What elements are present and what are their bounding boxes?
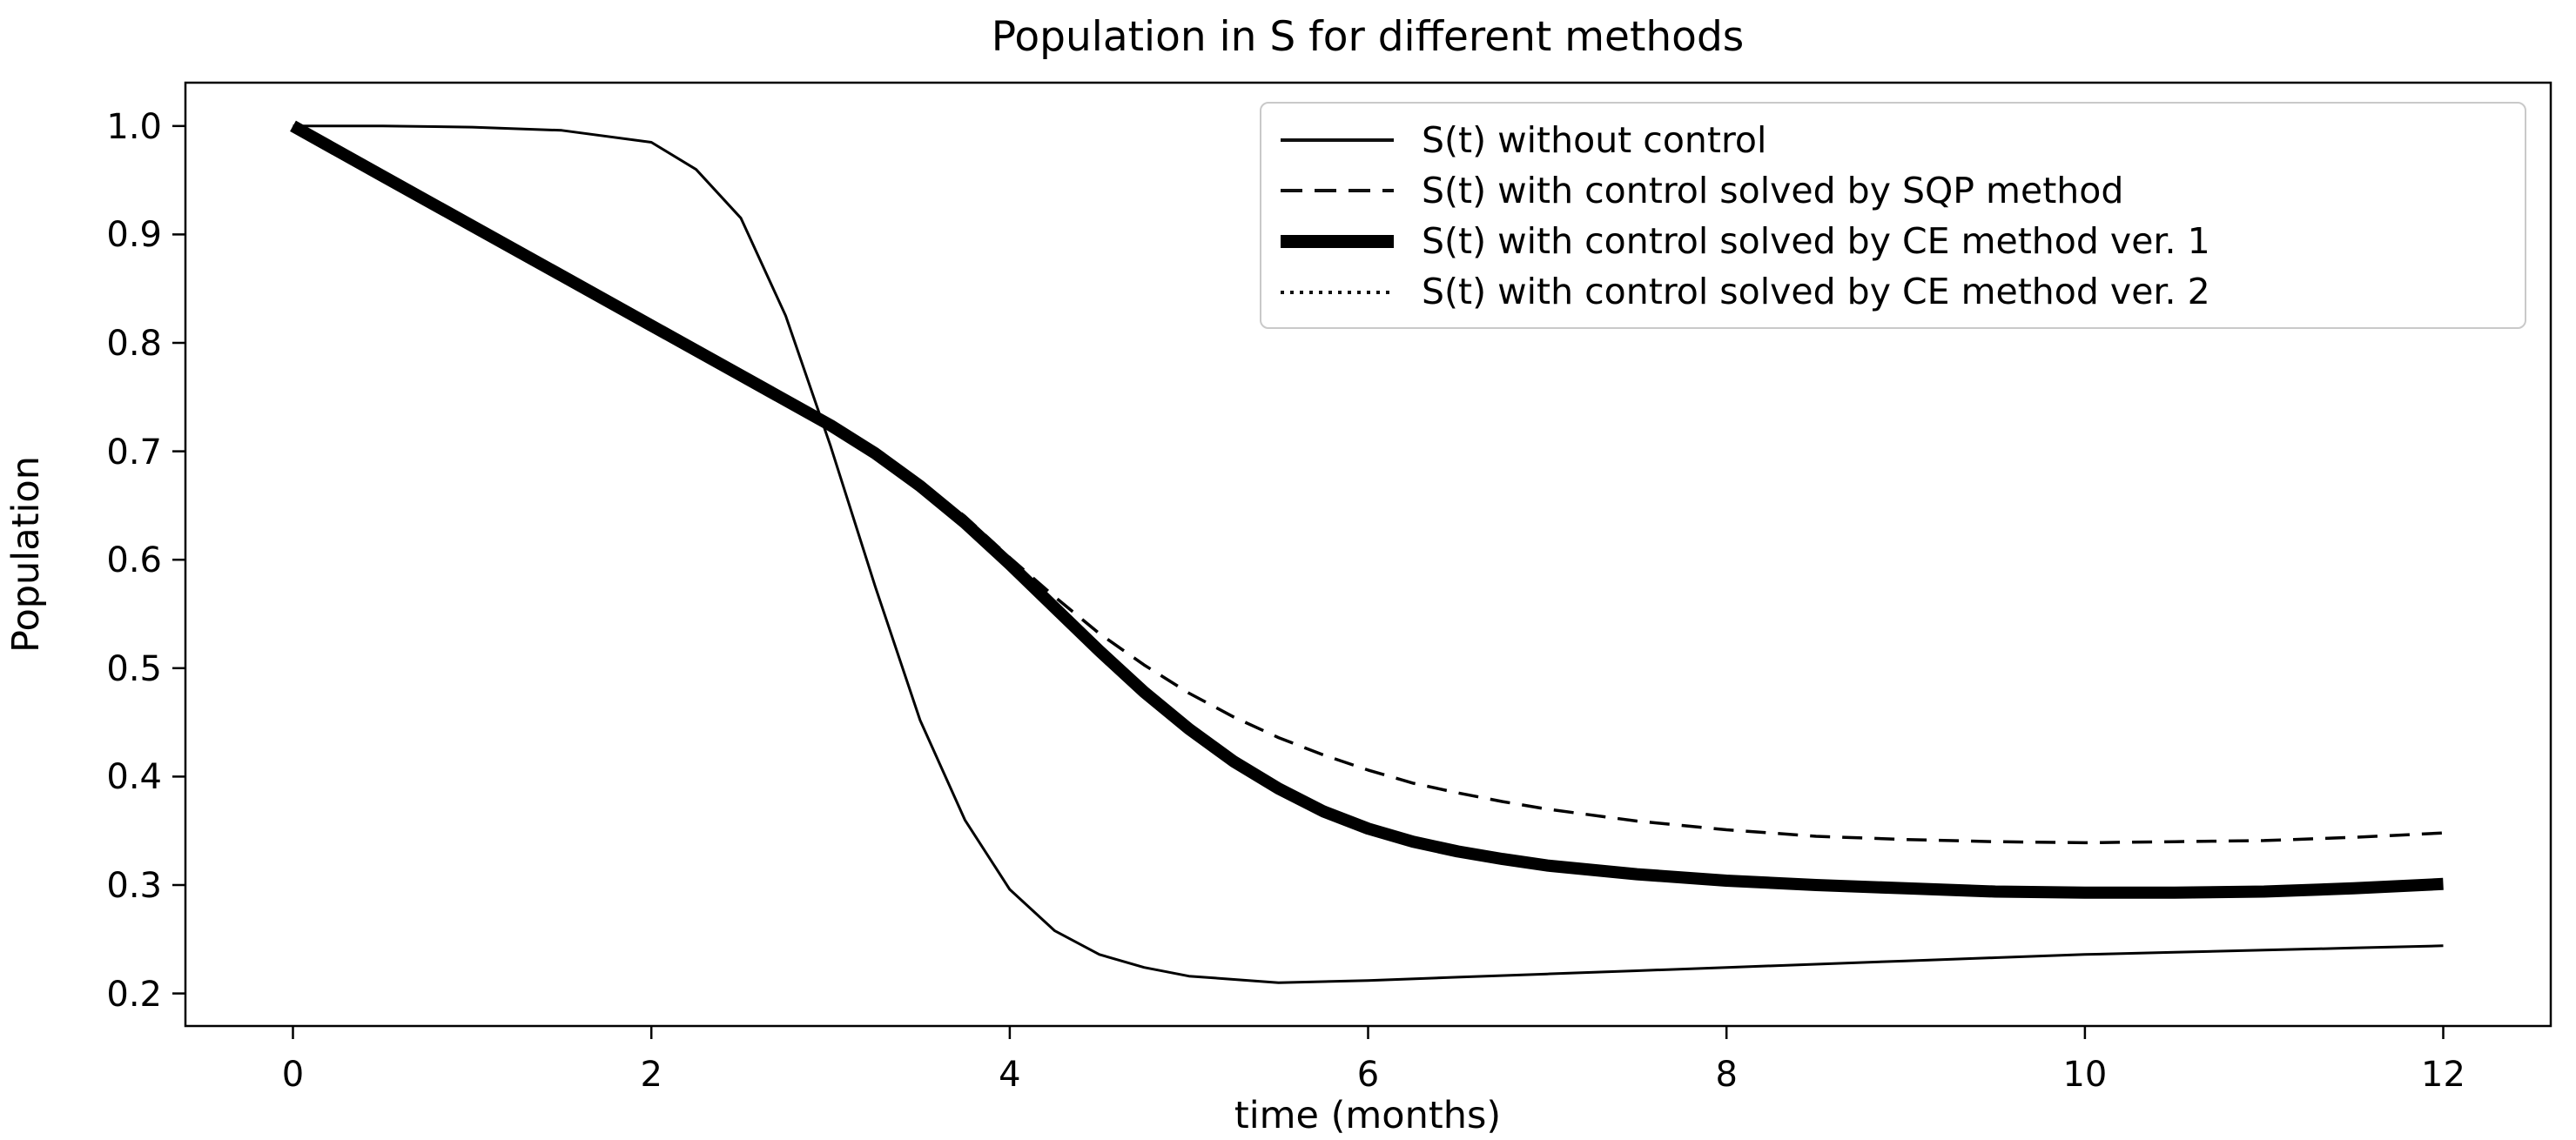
y-tick-label: 0.4 bbox=[106, 757, 162, 797]
x-tick-label: 2 bbox=[640, 1055, 662, 1095]
series-without-control bbox=[293, 124, 2444, 984]
legend-line-dotted-icon bbox=[1281, 290, 1394, 294]
legend-line-solid-thick-icon bbox=[1281, 235, 1394, 249]
y-tick-label: 0.5 bbox=[106, 649, 162, 689]
y-tick-marks bbox=[172, 124, 185, 995]
series-sqp-method bbox=[292, 124, 2444, 845]
y-tick-label: 0.8 bbox=[106, 324, 162, 364]
series-layer bbox=[290, 120, 2444, 984]
legend-line-solid-thin-icon bbox=[1281, 138, 1394, 142]
y-tick-label: 0.7 bbox=[106, 433, 162, 473]
legend-item-ce-method-v1: S(t) with control solved by CE method ve… bbox=[1281, 218, 2507, 266]
y-axis-label: Population bbox=[4, 456, 48, 653]
series-ce-method-v1 bbox=[290, 120, 2444, 899]
x-tick-marks bbox=[292, 1026, 2445, 1039]
legend-item-ce-method-v2: S(t) with control solved by CE method ve… bbox=[1281, 268, 2507, 317]
x-tick-label: 8 bbox=[1715, 1055, 1737, 1095]
y-tick-label: 0.6 bbox=[106, 540, 162, 580]
x-tick-label: 12 bbox=[2421, 1055, 2465, 1095]
x-tick-label: 4 bbox=[999, 1055, 1020, 1095]
x-tick-labels: 0 2 4 6 8 10 12 bbox=[282, 1055, 2465, 1095]
x-tick-label: 10 bbox=[2062, 1055, 2107, 1095]
y-tick-label: 0.2 bbox=[106, 975, 162, 1015]
series-ce-method-v2 bbox=[292, 124, 2444, 892]
legend-line-dashed-icon bbox=[1281, 189, 1394, 193]
y-tick-label: 0.3 bbox=[106, 866, 162, 906]
legend: S(t) without control S(t) with control s… bbox=[1260, 102, 2526, 329]
legend-item-sqp-method: S(t) with control solved by SQP method bbox=[1281, 166, 2507, 215]
chart-title: Population in S for different methods bbox=[992, 13, 1745, 61]
legend-label: S(t) with control solved by CE method ve… bbox=[1422, 220, 2210, 263]
y-tick-label: 1.0 bbox=[106, 107, 162, 147]
y-tick-label: 0.9 bbox=[106, 215, 162, 255]
legend-label: S(t) with control solved by CE method ve… bbox=[1422, 271, 2210, 313]
legend-label: S(t) with control solved by SQP method bbox=[1422, 169, 2124, 211]
y-tick-labels: 1.0 0.9 0.8 0.7 0.6 0.5 0.4 0.3 0.2 bbox=[106, 107, 162, 1015]
x-axis-label: time (months) bbox=[1234, 1094, 1501, 1137]
legend-label: S(t) without control bbox=[1422, 118, 1767, 161]
legend-item-without-control: S(t) without control bbox=[1281, 116, 2507, 164]
x-tick-label: 6 bbox=[1357, 1055, 1379, 1095]
x-tick-label: 0 bbox=[282, 1055, 304, 1095]
